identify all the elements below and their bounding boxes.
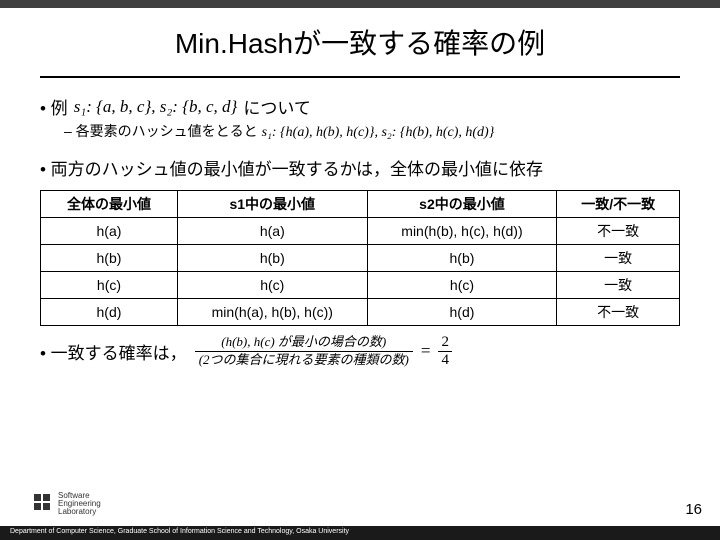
cell: 不一致 [557, 299, 680, 326]
col-2: s2中の最小値 [367, 191, 557, 218]
minhash-table: 全体の最小値 s1中の最小値 s2中の最小値 一致/不一致 h(a) h(a) … [40, 190, 680, 326]
page-number: 16 [685, 501, 702, 518]
prob-result-num: 2 [441, 334, 449, 351]
prob-denominator: (2つの集合に現れる要素の種類の数) [195, 351, 413, 368]
logo-mark-icon [34, 494, 54, 514]
bullet-depends: • 両方のハッシュ値の最小値が一致するかは，全体の最小値に依存 [40, 155, 680, 180]
sub-math: s₁: {h(a), h(b), h(c)}, s₂: {h(b), h(c),… [262, 125, 495, 140]
cell: 一致 [557, 272, 680, 299]
sub-prefix: – 各要素のハッシュ値をとると [64, 123, 262, 139]
prob-fraction-numeric: 2 4 [438, 334, 452, 368]
col-0: 全体の最小値 [41, 191, 178, 218]
slide-title: Min.Hashが一致する確率の例 [40, 22, 680, 62]
table-header-row: 全体の最小値 s1中の最小値 s2中の最小値 一致/不一致 [41, 191, 680, 218]
prob-prefix: • 一致する確率は， [40, 339, 187, 364]
cell: h(a) [177, 218, 367, 245]
prob-result-den: 4 [438, 351, 452, 369]
top-stripe [0, 0, 720, 8]
equals-sign: = [421, 341, 431, 361]
table-row: h(b) h(b) h(b) 一致 [41, 245, 680, 272]
table-row: h(d) min(h(a), h(b), h(c)) h(d) 不一致 [41, 299, 680, 326]
cell: h(c) [367, 272, 557, 299]
cell: 一致 [557, 245, 680, 272]
logo-text: Software Engineering Laboratory [58, 492, 101, 516]
bullet-example-suffix: について [243, 94, 311, 119]
cell: 不一致 [557, 218, 680, 245]
cell: min(h(a), h(b), h(c)) [177, 299, 367, 326]
cell: h(b) [41, 245, 178, 272]
probability-line: • 一致する確率は， (h(b), h(c) が最小の場合の数) (2つの集合に… [40, 334, 680, 368]
cell: h(c) [41, 272, 178, 299]
prob-numerator: (h(b), h(c) が最小の場合の数) [221, 334, 386, 350]
cell: h(d) [367, 299, 557, 326]
table-row: h(c) h(c) h(c) 一致 [41, 272, 680, 299]
body-area: • 例 s₁: {a, b, c}, s₂: {b, c, d} について – … [0, 78, 720, 368]
cell: min(h(b), h(c), h(d)) [367, 218, 557, 245]
col-3: 一致/不一致 [557, 191, 680, 218]
footer-bar: Department of Computer Science, Graduate… [0, 526, 720, 540]
sub-bullet-hash: – 各要素のハッシュ値をとると s₁: {h(a), h(b), h(c)}, … [64, 121, 680, 141]
footer-text: Department of Computer Science, Graduate… [10, 528, 349, 535]
prob-fraction-words: (h(b), h(c) が最小の場合の数) (2つの集合に現れる要素の種類の数) [195, 334, 413, 368]
cell: h(d) [41, 299, 178, 326]
cell: h(a) [41, 218, 178, 245]
table-row: h(a) h(a) min(h(b), h(c), h(d)) 不一致 [41, 218, 680, 245]
title-block: Min.Hashが一致する確率の例 [0, 8, 720, 70]
lab-logo: Software Engineering Laboratory [34, 492, 101, 516]
cell: h(b) [177, 245, 367, 272]
cell: h(b) [367, 245, 557, 272]
bullet-example-math: s₁: {a, b, c}, s₂: {b, c, d} [74, 97, 238, 117]
cell: h(c) [177, 272, 367, 299]
col-1: s1中の最小値 [177, 191, 367, 218]
bullet-example: • 例 s₁: {a, b, c}, s₂: {b, c, d} について [40, 94, 680, 119]
bullet-depends-text: • 両方のハッシュ値の最小値が一致するかは，全体の最小値に依存 [40, 155, 543, 180]
logo-text-3: Laboratory [58, 508, 101, 516]
bullet-example-prefix: • 例 [40, 94, 68, 119]
